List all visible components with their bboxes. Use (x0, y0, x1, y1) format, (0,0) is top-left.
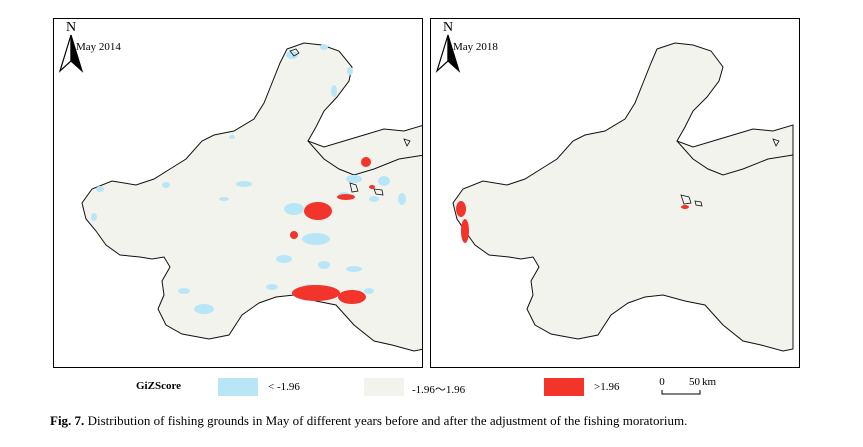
sea-area (452, 42, 794, 352)
figure-caption-text: Distribution of fishing grounds in May o… (87, 413, 688, 428)
map-title: May 2018 (453, 41, 498, 53)
legend-label-cold: < -1.96 (268, 381, 300, 393)
figure-label: Fig. 7. (50, 413, 85, 428)
north-arrow-icon: N (435, 20, 461, 73)
legend-swatch-hot (544, 378, 584, 396)
svg-text:50: 50 (689, 376, 701, 388)
svg-text:N: N (66, 20, 76, 35)
sea-area (81, 42, 422, 352)
hot-spots (456, 201, 689, 243)
svg-text:N: N (443, 20, 453, 35)
islands (680, 138, 780, 207)
north-arrow-icon: N (58, 20, 84, 73)
legend-swatch-cold (218, 378, 258, 396)
hot-spots (290, 157, 375, 304)
map-panel-may-2018: May 2018 N (430, 18, 800, 368)
legend-label-neutral: -1.96～1.96 (412, 384, 466, 396)
legend-swatch-neutral (364, 378, 404, 396)
svg-text:km: km (702, 376, 717, 388)
figure-caption: Fig. 7. Distribution of fishing grounds … (50, 413, 687, 429)
legend-label-hot: >1.96 (594, 381, 620, 393)
legend-title: GiZScore (136, 380, 182, 392)
map-right-svg (452, 42, 794, 352)
peninsula-coast (676, 140, 794, 176)
map-panel-may-2014: May 2014 N (53, 18, 423, 368)
svg-text:0: 0 (659, 376, 665, 388)
legend: GiZScore < -1.96 -1.96～1.96 >1.96 0 50 k… (0, 376, 863, 402)
cold-spots (91, 44, 406, 314)
islands (289, 48, 411, 196)
map-title: May 2014 (76, 41, 121, 53)
map-left-svg (81, 42, 422, 352)
scale-bar: 0 50 km (659, 376, 717, 395)
